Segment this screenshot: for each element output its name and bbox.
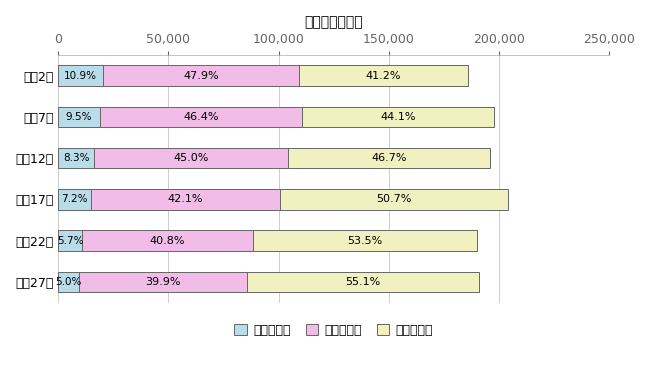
Bar	[58, 148, 94, 168]
Legend: 第１次産業, 第２次産業, 第３次産業: 第１次産業, 第２次産業, 第３次産業	[229, 319, 438, 342]
Text: 9.5%: 9.5%	[66, 112, 92, 122]
Bar	[79, 271, 247, 292]
Text: 53.5%: 53.5%	[347, 236, 382, 246]
Text: 10.9%: 10.9%	[64, 71, 97, 81]
Text: 45.0%: 45.0%	[174, 153, 209, 163]
Text: 42.1%: 42.1%	[168, 194, 203, 204]
Text: 47.9%: 47.9%	[183, 71, 219, 81]
Bar	[280, 189, 508, 210]
Text: 5.7%: 5.7%	[57, 236, 83, 246]
Bar	[58, 106, 99, 127]
Bar	[58, 65, 103, 86]
Bar	[299, 65, 468, 86]
X-axis label: 就業者数（人）: 就業者数（人）	[304, 15, 363, 29]
Text: 46.4%: 46.4%	[183, 112, 218, 122]
Bar	[94, 148, 289, 168]
Text: 7.2%: 7.2%	[61, 194, 88, 204]
Text: 44.1%: 44.1%	[380, 112, 416, 122]
Bar	[99, 106, 302, 127]
Text: 55.1%: 55.1%	[346, 277, 381, 287]
Bar	[247, 271, 479, 292]
Text: 46.7%: 46.7%	[372, 153, 407, 163]
Text: 8.3%: 8.3%	[63, 153, 90, 163]
Bar	[82, 230, 253, 251]
Text: 39.9%: 39.9%	[146, 277, 181, 287]
Bar	[302, 106, 495, 127]
Text: 50.7%: 50.7%	[376, 194, 411, 204]
Bar	[58, 271, 79, 292]
Text: 5.0%: 5.0%	[55, 277, 82, 287]
Bar	[58, 230, 82, 251]
Bar	[103, 65, 299, 86]
Bar	[90, 189, 280, 210]
Text: 40.8%: 40.8%	[150, 236, 185, 246]
Bar	[58, 189, 90, 210]
Text: 41.2%: 41.2%	[366, 71, 402, 81]
Bar	[289, 148, 490, 168]
Bar	[253, 230, 477, 251]
